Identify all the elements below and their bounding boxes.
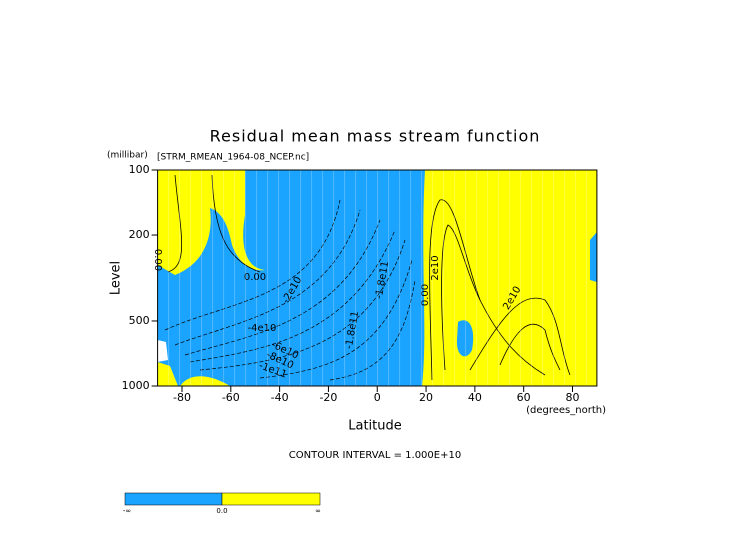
contour-line [189,229,396,363]
x-tick-label: 60 [517,391,531,404]
colorbar-label: 0.0 [216,507,227,515]
negative-region [456,320,474,357]
contour-line [174,209,361,346]
contour-label: 0.00 [420,284,431,306]
x-tick-label: 0 [374,391,381,404]
contour-line [199,239,406,371]
contour-line [184,219,381,356]
negative-region [157,340,168,362]
x-unit: (degrees_north) [526,405,606,416]
contour-line [441,224,481,371]
contour-label: -4e10 [248,323,277,334]
y-tick-label: 100 [129,163,150,176]
colorbar-positive [221,492,321,506]
contour-interval: CONTOUR INTERVAL = 1.000E+10 [289,450,461,461]
positive-region [157,170,265,275]
y-axis-label: Level [109,261,124,295]
contour-line [259,259,413,379]
colorbar-label: ∞ [315,507,321,515]
plot-area: 0.00 -2e10-4e10-6e10-8e10-1e11-1.8e11-1.8… [152,170,597,386]
y-tick-label: 1000 [122,379,150,392]
contour-line [429,199,546,381]
contour-label: 2e10 [430,255,441,280]
positive-region [180,376,230,386]
colorbar-negative [124,492,223,506]
x-tick-label: -40 [271,391,289,404]
y-tick-label: 500 [129,314,150,327]
y-unit: (millibar) [107,151,148,161]
x-axis-label: Latitude [348,419,402,434]
contour-line [211,174,261,273]
subtitle: [STRM_RMEAN_1964-08_NCEP.nc] [157,153,309,163]
contour-label: 0.00 [244,272,266,283]
x-tick-label: -60 [222,391,240,404]
positive-region [157,362,178,386]
contour-line [164,199,341,331]
contour-line [329,279,416,381]
x-tick-label: -80 [173,391,191,404]
x-tick-label: -20 [319,391,337,404]
colorbar-label: -∞ [123,507,131,515]
contour-line [469,297,571,376]
contour-line [499,323,561,371]
x-tick-label: 40 [468,391,482,404]
chart-title: Residual mean mass stream function [210,127,541,146]
x-tick-label: 20 [419,391,433,404]
x-tick-label: 80 [565,391,579,404]
y-tick-label: 200 [129,228,150,241]
contour-line [167,174,183,273]
